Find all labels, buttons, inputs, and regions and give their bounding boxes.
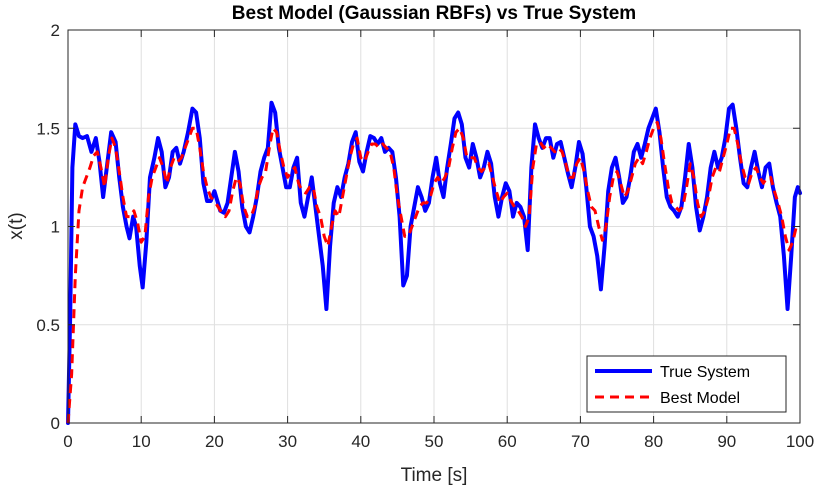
y-tick-labels: 0 0.5 1 1.5 2 — [36, 21, 60, 433]
x-tick-label: 10 — [132, 432, 151, 451]
x-axis-label: Time [s] — [401, 465, 468, 486]
x-tick-labels: 0 10 20 30 40 50 60 70 80 90 100 — [63, 432, 814, 451]
x-tick-label: 90 — [717, 432, 736, 451]
x-tick-label: 40 — [351, 432, 370, 451]
legend-label-true-system: True System — [660, 364, 750, 381]
x-tick-label: 100 — [786, 432, 814, 451]
y-tick-label: 0 — [51, 414, 60, 433]
series-layer — [66, 100, 802, 425]
legend: True System Best Model — [586, 355, 787, 413]
x-tick-label: 30 — [278, 432, 297, 451]
axis-ticks — [67, 29, 801, 424]
x-tick-label: 60 — [498, 432, 517, 451]
chart-title: Best Model (Gaussian RBFs) vs True Syste… — [232, 3, 636, 24]
legend-box — [586, 355, 787, 413]
x-tick-label: 20 — [205, 432, 224, 451]
x-tick-label: 70 — [571, 432, 590, 451]
x-tick-label: 80 — [644, 432, 663, 451]
x-tick-label: 50 — [425, 432, 444, 451]
y-tick-label: 0.5 — [36, 316, 60, 335]
legend-label-best-model: Best Model — [660, 390, 740, 407]
y-axis-label: x(t) — [6, 212, 27, 239]
y-tick-label: 1 — [51, 218, 60, 237]
y-tick-label: 2 — [51, 21, 60, 40]
series-line-best-model — [66, 120, 800, 424]
y-tick-label: 1.5 — [36, 119, 60, 138]
x-tick-label: 0 — [63, 432, 72, 451]
